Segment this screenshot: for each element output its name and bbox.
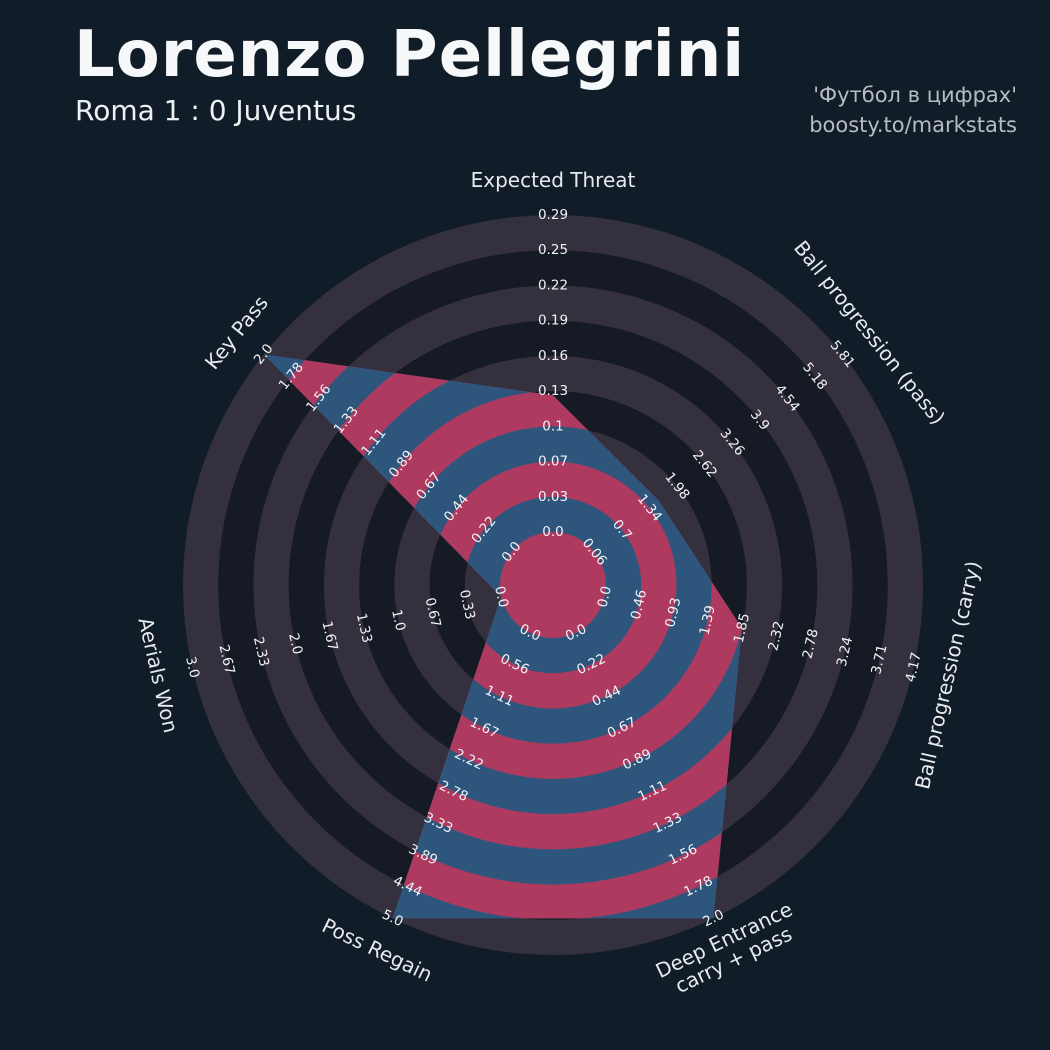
- tick-label: 0.22: [538, 277, 568, 293]
- tick-label: 0.67: [422, 596, 444, 629]
- tick-label: 0.29: [538, 207, 568, 223]
- polygon-center-circle: [500, 532, 606, 638]
- tick-label: 3.71: [868, 643, 890, 676]
- tick-label: 1.67: [318, 620, 340, 653]
- tick-label: 2.78: [800, 627, 822, 660]
- tick-label: 2.32: [765, 620, 787, 653]
- tick-label: 0.19: [538, 313, 568, 329]
- tick-label: 1.0: [388, 608, 408, 633]
- credits-block: 'Футбол в цифрах' boosty.to/markstats: [809, 80, 1017, 141]
- tick-label: 3.0: [182, 655, 202, 680]
- tick-label: 1.85: [731, 612, 753, 645]
- tick-label: 0.16: [538, 348, 568, 364]
- tick-label: 4.17: [903, 651, 925, 684]
- tick-label: 0.13: [538, 383, 568, 399]
- tick-label: 0.03: [538, 489, 568, 505]
- page-title: Lorenzo Pellegrini: [74, 18, 746, 92]
- tick-label: 0.33: [456, 588, 478, 621]
- tick-label: 2.33: [250, 635, 272, 668]
- tick-label: 0.0: [491, 585, 511, 610]
- credit-line-2: boosty.to/markstats: [809, 113, 1017, 138]
- tick-label: 0.0: [595, 585, 615, 610]
- tick-label: 0.93: [662, 596, 684, 629]
- tick-label: 1.39: [697, 604, 719, 637]
- tick-label: 0.07: [538, 454, 568, 470]
- tick-label: 0.25: [538, 242, 568, 258]
- tick-label: 2.0: [285, 632, 305, 657]
- tick-label: 3.24: [834, 635, 856, 668]
- tick-label: 1.33: [353, 612, 375, 645]
- credit-line-1: 'Футбол в цифрах': [813, 83, 1017, 107]
- match-score: Roma 1 : 0 Juventus: [75, 94, 357, 127]
- tick-label: 0.0: [542, 524, 563, 540]
- tick-label: 0.1: [542, 418, 563, 434]
- tick-label: 0.46: [628, 588, 650, 621]
- tick-label: 2.67: [215, 643, 237, 676]
- axis-label: Expected Threat: [471, 168, 636, 192]
